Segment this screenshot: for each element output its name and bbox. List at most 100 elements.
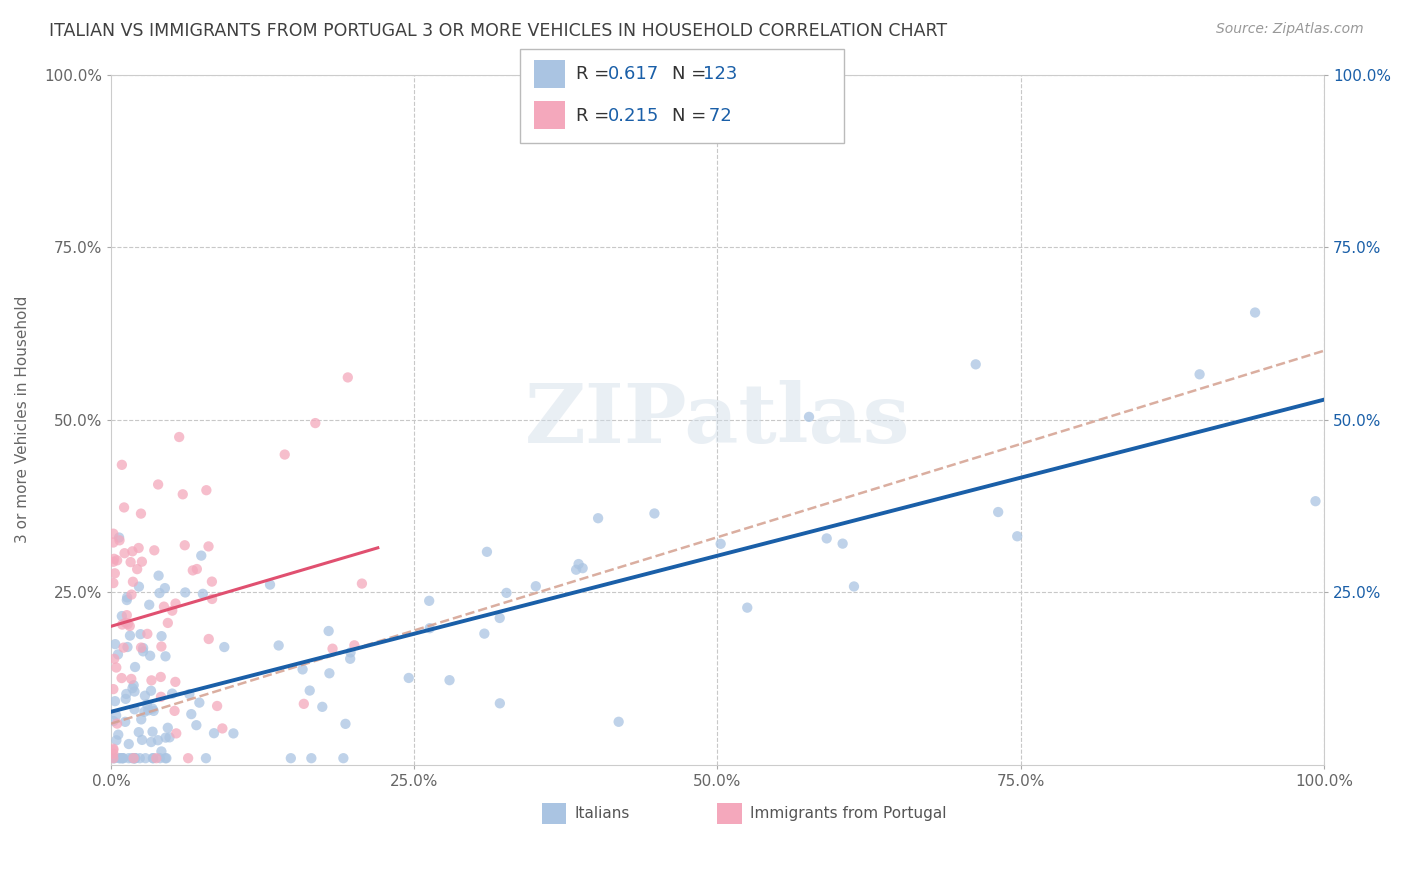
Point — [153, 581, 176, 595]
Point — [138, 703, 160, 717]
Point — [149, 690, 172, 704]
Point — [105, 553, 128, 567]
Point — [124, 660, 146, 674]
Point — [160, 687, 183, 701]
Point — [475, 545, 498, 559]
Point — [107, 648, 129, 662]
Point — [105, 708, 128, 723]
Point — [114, 546, 136, 560]
Point — [162, 604, 184, 618]
Point — [179, 687, 201, 701]
Point — [141, 735, 163, 749]
Point — [143, 543, 166, 558]
Point — [304, 416, 326, 430]
Point — [121, 681, 143, 696]
Point — [335, 716, 357, 731]
Point — [202, 726, 225, 740]
Point — [112, 640, 135, 655]
Point — [274, 448, 297, 462]
Point — [141, 701, 163, 715]
Point — [132, 641, 155, 656]
Point — [149, 670, 172, 684]
Point — [114, 714, 136, 729]
Point — [103, 741, 125, 756]
Point — [128, 541, 150, 555]
Point — [201, 591, 224, 606]
Point — [197, 540, 219, 554]
Point — [138, 598, 160, 612]
Point — [103, 714, 125, 728]
Point — [643, 507, 665, 521]
Point — [136, 627, 159, 641]
Point — [488, 611, 510, 625]
Point — [134, 689, 156, 703]
Point — [148, 568, 170, 582]
Text: ZIPatlas: ZIPatlas — [524, 380, 910, 459]
Point — [112, 500, 135, 515]
Point — [815, 532, 838, 546]
Point — [121, 588, 143, 602]
Point — [311, 699, 333, 714]
Point — [141, 673, 163, 688]
Text: Immigrants from Portugal: Immigrants from Portugal — [751, 806, 946, 821]
Point — [172, 487, 194, 501]
Point — [418, 594, 440, 608]
Point — [122, 678, 145, 692]
Point — [117, 640, 139, 654]
Point — [398, 671, 420, 685]
Text: N =: N = — [672, 65, 711, 83]
Point — [259, 577, 281, 591]
Point — [148, 586, 170, 600]
Point — [318, 624, 340, 638]
Point — [1188, 368, 1211, 382]
Text: Source: ZipAtlas.com: Source: ZipAtlas.com — [1216, 22, 1364, 37]
Point — [111, 751, 134, 765]
Point — [129, 627, 152, 641]
Point — [124, 751, 146, 765]
Point — [571, 561, 593, 575]
Point — [108, 751, 131, 765]
Point — [174, 585, 197, 599]
Point — [128, 751, 150, 765]
Point — [163, 704, 186, 718]
Point — [115, 687, 138, 701]
Point — [797, 409, 820, 424]
Point — [350, 576, 373, 591]
Point — [267, 639, 290, 653]
Point — [156, 721, 179, 735]
Point — [195, 483, 218, 498]
Point — [111, 609, 134, 624]
Point — [150, 744, 173, 758]
Point — [194, 751, 217, 765]
Point — [177, 751, 200, 765]
Text: 0.617: 0.617 — [607, 65, 658, 83]
Point — [121, 544, 143, 558]
Point — [149, 751, 172, 765]
Point — [607, 714, 630, 729]
Point — [104, 637, 127, 651]
Point — [103, 552, 125, 566]
Point — [165, 674, 187, 689]
Point — [842, 579, 865, 593]
Point — [103, 526, 125, 541]
Text: 0.215: 0.215 — [607, 107, 659, 125]
Point — [339, 652, 361, 666]
Point — [1244, 305, 1267, 319]
Point — [108, 533, 131, 548]
Point — [188, 696, 211, 710]
Point — [103, 751, 125, 765]
Point — [110, 671, 132, 685]
FancyBboxPatch shape — [717, 803, 742, 824]
Point — [159, 731, 181, 745]
Point — [146, 733, 169, 747]
Point — [121, 751, 143, 765]
Point — [124, 684, 146, 698]
Text: 123: 123 — [703, 65, 737, 83]
Point — [103, 751, 125, 765]
Point — [129, 712, 152, 726]
Point — [108, 531, 131, 545]
Point — [1305, 494, 1327, 508]
Point — [150, 640, 173, 654]
FancyBboxPatch shape — [541, 803, 565, 824]
Point — [146, 477, 169, 491]
